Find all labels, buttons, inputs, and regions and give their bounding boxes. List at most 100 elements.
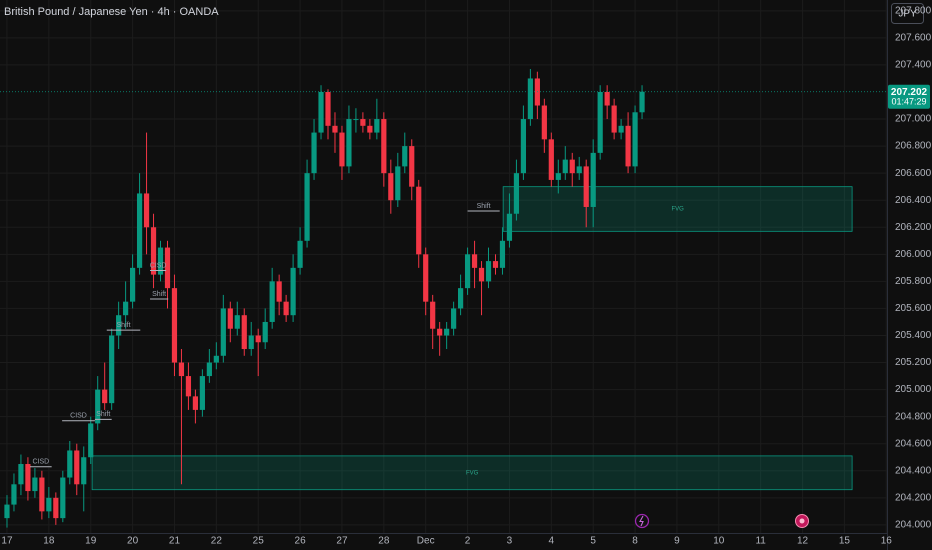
fvg-zone [502, 186, 853, 232]
candle-body [185, 376, 192, 397]
candle-body [520, 119, 527, 174]
currency-label[interactable]: JPY [898, 9, 917, 20]
y-tick-label: 205.000 [895, 384, 932, 395]
x-tick-label: 26 [295, 536, 307, 547]
candle-body [46, 497, 52, 512]
candle-body [290, 267, 296, 316]
candle-body [206, 362, 212, 377]
candle-body [346, 119, 352, 167]
candle-body [269, 281, 275, 322]
currency-button[interactable] [891, 3, 924, 24]
y-tick-label: 204.000 [895, 520, 932, 531]
x-tick-label: 8 [632, 536, 638, 547]
y-tick-label: 207.000 [895, 114, 932, 125]
candle-body [430, 301, 436, 329]
grid [0, 0, 887, 533]
candle-body [618, 125, 624, 133]
candle-body [60, 477, 66, 519]
event-icon[interactable] [634, 513, 650, 529]
candle-body [67, 450, 73, 478]
y-tick-label: 205.200 [895, 357, 932, 368]
x-tick-label: 3 [507, 536, 513, 547]
candle-body [304, 173, 310, 241]
fvg-zone [91, 455, 853, 491]
candle-body [632, 112, 638, 167]
candle-body [318, 91, 324, 133]
candle-body [297, 240, 303, 268]
y-tick-label: 207.600 [895, 33, 932, 44]
candle-body [353, 119, 359, 121]
candle-body [541, 105, 547, 140]
x-tick-label: 11 [755, 536, 766, 547]
plot: FVG FVG CISD CISD Shift Shift CISD Shift Shift [0, 68, 887, 528]
annotation-label: Shift [96, 411, 110, 418]
candle-body [360, 119, 366, 126]
candle-body [95, 389, 101, 424]
candle-body [32, 477, 38, 492]
candle-body [4, 504, 10, 519]
candle-body [18, 464, 24, 485]
candle-body [283, 301, 289, 316]
candle-body [213, 355, 219, 363]
candle-body [464, 254, 471, 289]
fvg-label: FVG [466, 470, 479, 476]
candle-body [409, 146, 415, 187]
candle-body [374, 119, 380, 133]
candle-body [562, 159, 568, 174]
annotation-label: Shift [477, 203, 491, 210]
annotation-label: CISD [150, 262, 167, 269]
candle-body [569, 159, 575, 174]
y-tick-label: 204.400 [895, 465, 932, 476]
annotation-label: Shift [152, 291, 166, 298]
candle-body [234, 315, 240, 329]
candle-body [367, 125, 373, 133]
countdown-label: 01:47:29 [891, 97, 926, 107]
candle-body [171, 288, 178, 363]
x-tick-label: 5 [590, 536, 596, 547]
candle-body [416, 186, 422, 255]
candle-body [499, 240, 506, 268]
candle-body [437, 328, 443, 336]
candle-body [402, 146, 408, 167]
fvg-label: FVG [671, 207, 684, 213]
candle-body [220, 308, 226, 356]
candle-body [157, 247, 164, 275]
candle-body [395, 166, 401, 201]
candle-body [199, 376, 205, 410]
candle-body [339, 132, 345, 167]
y-tick-label: 205.600 [895, 303, 932, 314]
chart-title: British Pound / Japanese Yen · 4h · OAND… [4, 6, 219, 18]
candle-body [192, 396, 199, 410]
x-tick-label: 19 [85, 536, 97, 547]
candle-body [576, 166, 582, 174]
x-tick-label: 17 [1, 536, 13, 547]
last-price-box [888, 84, 930, 109]
y-tick-label: 207.400 [895, 60, 932, 71]
candle-body [150, 227, 157, 275]
x-tick-label: 18 [43, 536, 55, 547]
candle-body [123, 301, 129, 316]
y-tick-label: 204.600 [895, 438, 932, 449]
candle-body [74, 450, 80, 485]
candle-body [332, 125, 338, 133]
annotation-label: CISD [32, 459, 49, 466]
candle-body [311, 132, 317, 174]
x-tick-label: 28 [378, 536, 390, 547]
candle-body [478, 267, 485, 282]
candle-body [625, 125, 631, 167]
candle-body [485, 261, 492, 282]
candle-body [639, 91, 645, 113]
candle-body [143, 193, 150, 228]
candle-body [109, 335, 115, 404]
news-icon-glyph [799, 518, 805, 524]
x-tick-label: 22 [211, 536, 223, 547]
candle-body [381, 119, 387, 174]
candle-body [53, 497, 59, 519]
y-tick-label: 205.800 [895, 276, 932, 287]
candle-body [325, 91, 331, 126]
x-tick-label: 12 [797, 536, 809, 547]
y-tick-label: 207.800 [895, 5, 932, 16]
y-tick-label: 205.400 [895, 330, 932, 341]
candle-body [590, 152, 596, 207]
